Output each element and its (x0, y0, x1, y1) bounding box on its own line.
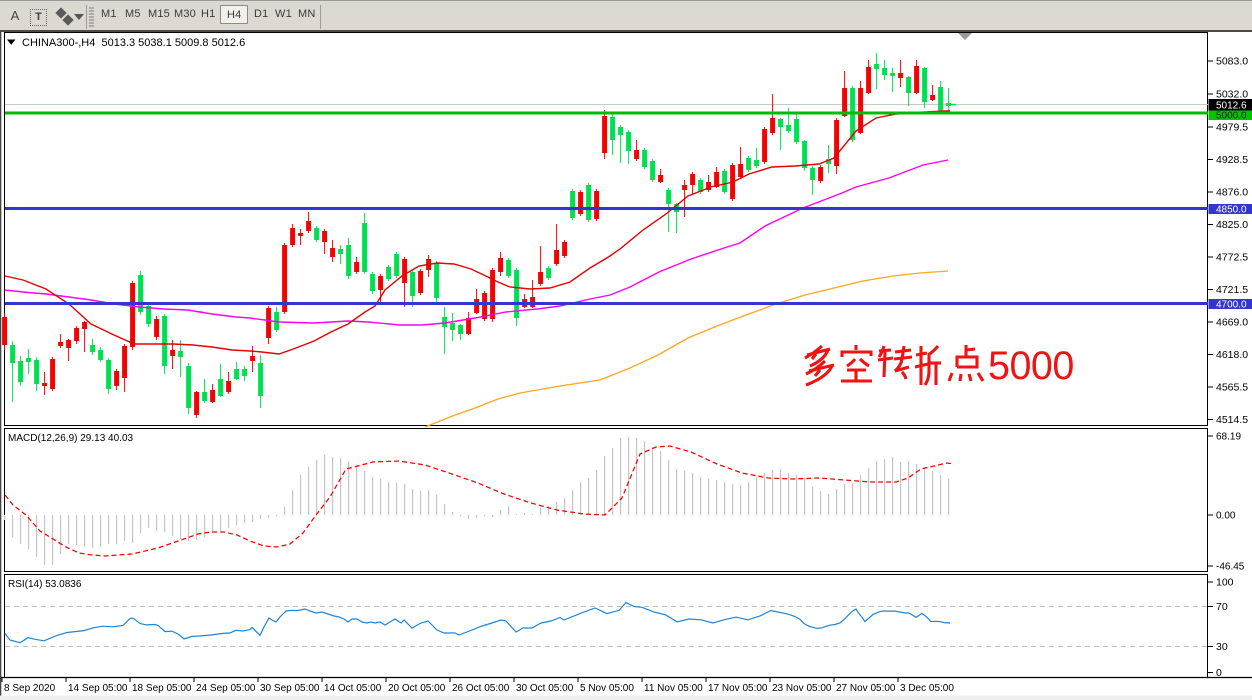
svg-text:4669.0: 4669.0 (1216, 317, 1248, 329)
svg-text:5032.0: 5032.0 (1216, 89, 1248, 101)
svg-text:14 Sep 05:00: 14 Sep 05:00 (68, 683, 128, 694)
svg-text:4514.5: 4514.5 (1216, 414, 1248, 426)
svg-text:68.19: 68.19 (1216, 432, 1241, 443)
svg-text:4850.0: 4850.0 (1216, 205, 1247, 216)
svg-text:4876.0: 4876.0 (1216, 187, 1248, 199)
svg-text:8 Sep 2020: 8 Sep 2020 (4, 683, 56, 694)
svg-text:24 Sep 05:00: 24 Sep 05:00 (196, 683, 256, 694)
svg-text:4825.0: 4825.0 (1216, 219, 1248, 231)
svg-text:5 Nov 05:00: 5 Nov 05:00 (580, 683, 634, 694)
svg-text:30 Sep 05:00: 30 Sep 05:00 (260, 683, 320, 694)
svg-text:MACD(12,26,9) 29.13 40.03: MACD(12,26,9) 29.13 40.03 (8, 433, 134, 444)
svg-text:4928.5: 4928.5 (1216, 154, 1248, 166)
svg-text:30: 30 (1216, 641, 1228, 653)
svg-text:5012.6: 5012.6 (1216, 101, 1247, 112)
svg-text:17 Nov 05:00: 17 Nov 05:00 (708, 683, 768, 694)
svg-text:4618.0: 4618.0 (1216, 349, 1248, 361)
svg-text:4772.5: 4772.5 (1216, 252, 1248, 264)
svg-text:20 Oct 05:00: 20 Oct 05:00 (388, 683, 446, 694)
svg-text:0.00: 0.00 (1216, 511, 1236, 522)
svg-text:30 Oct 05:00: 30 Oct 05:00 (516, 683, 574, 694)
svg-text:100: 100 (1216, 577, 1234, 589)
svg-text:CHINA300-,H4 5013.3 5038.1 50: CHINA300-,H4 5013.3 5038.1 5009.8 5012.6 (22, 37, 245, 49)
svg-text:4721.5: 4721.5 (1216, 284, 1248, 296)
svg-text:3 Dec 05:00: 3 Dec 05:00 (900, 683, 954, 694)
svg-text:5083.0: 5083.0 (1216, 56, 1248, 68)
svg-text:23 Nov 05:00: 23 Nov 05:00 (772, 683, 832, 694)
svg-text:27 Nov 05:00: 27 Nov 05:00 (836, 683, 896, 694)
svg-text:5000: 5000 (988, 344, 1074, 388)
svg-text:70: 70 (1216, 601, 1228, 613)
svg-text:26 Oct 05:00: 26 Oct 05:00 (452, 683, 510, 694)
svg-text:0: 0 (1216, 667, 1222, 679)
svg-text:11 Nov 05:00: 11 Nov 05:00 (644, 683, 703, 694)
svg-text:5000.0: 5000.0 (1216, 111, 1247, 122)
svg-text:RSI(14) 53.0836: RSI(14) 53.0836 (8, 579, 82, 590)
svg-text:18 Sep 05:00: 18 Sep 05:00 (132, 683, 192, 694)
svg-text:14 Oct 05:00: 14 Oct 05:00 (324, 683, 382, 694)
svg-text:-46.45: -46.45 (1216, 562, 1245, 573)
svg-text:4565.5: 4565.5 (1216, 382, 1248, 394)
svg-text:4979.5: 4979.5 (1216, 122, 1248, 134)
svg-text:4700.0: 4700.0 (1216, 300, 1247, 311)
